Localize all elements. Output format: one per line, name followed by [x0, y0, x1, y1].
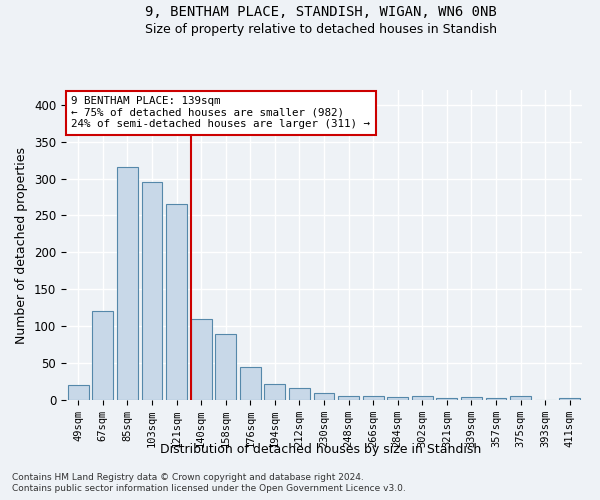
Text: Size of property relative to detached houses in Standish: Size of property relative to detached ho… — [145, 22, 497, 36]
Bar — [559, 398, 580, 400]
Bar — [412, 396, 433, 400]
Text: 9, BENTHAM PLACE, STANDISH, WIGAN, WN6 0NB: 9, BENTHAM PLACE, STANDISH, WIGAN, WN6 0… — [145, 5, 497, 19]
Bar — [92, 312, 113, 400]
Bar — [510, 396, 531, 400]
Bar — [117, 168, 138, 400]
Bar — [461, 397, 482, 400]
Bar — [387, 397, 408, 400]
Bar — [485, 398, 506, 400]
Bar — [338, 396, 359, 400]
Bar — [142, 182, 163, 400]
Text: Contains public sector information licensed under the Open Government Licence v3: Contains public sector information licen… — [12, 484, 406, 493]
Bar — [436, 398, 457, 400]
Y-axis label: Number of detached properties: Number of detached properties — [16, 146, 28, 344]
Bar — [240, 367, 261, 400]
Bar — [215, 334, 236, 400]
Bar — [265, 384, 286, 400]
Bar — [191, 319, 212, 400]
Bar — [68, 385, 89, 400]
Bar — [362, 396, 383, 400]
Text: 9 BENTHAM PLACE: 139sqm
← 75% of detached houses are smaller (982)
24% of semi-d: 9 BENTHAM PLACE: 139sqm ← 75% of detache… — [71, 96, 370, 130]
Bar — [314, 394, 334, 400]
Text: Contains HM Land Registry data © Crown copyright and database right 2024.: Contains HM Land Registry data © Crown c… — [12, 472, 364, 482]
Text: Distribution of detached houses by size in Standish: Distribution of detached houses by size … — [160, 442, 482, 456]
Bar — [166, 204, 187, 400]
Bar — [289, 388, 310, 400]
